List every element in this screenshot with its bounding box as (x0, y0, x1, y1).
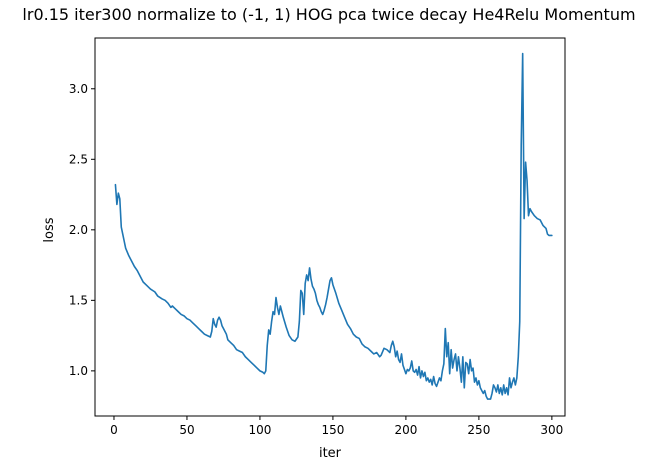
plot-area (114, 52, 553, 400)
x-tick-label: 300 (540, 423, 563, 437)
y-tick-label: 3.0 (69, 82, 88, 96)
x-tick-label: 200 (394, 423, 417, 437)
y-tick-label: 1.0 (69, 364, 88, 378)
x-tick-label: 150 (321, 423, 344, 437)
y-tick-label: 2.5 (69, 152, 88, 166)
x-axis: 0 50 100 150 200 250 300 (110, 416, 563, 437)
y-axis: 1.0 1.5 2.0 2.5 3.0 (69, 82, 95, 378)
x-tick-label: 100 (248, 423, 271, 437)
loss-series-line (114, 52, 553, 400)
x-axis-label: iter (319, 446, 342, 461)
chart-title: lr0.15 iter300 normalize to (-1, 1) HOG … (22, 5, 635, 24)
y-tick-label: 2.0 (69, 223, 88, 237)
x-tick-label: 50 (179, 423, 194, 437)
y-axis-label: loss (42, 217, 57, 242)
x-tick-label: 250 (467, 423, 490, 437)
y-tick-label: 1.5 (69, 293, 88, 307)
plot-frame (94, 37, 566, 417)
x-tick-label: 0 (110, 423, 118, 437)
